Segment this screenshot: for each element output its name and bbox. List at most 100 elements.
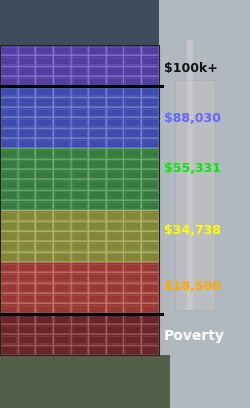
Bar bbox=[1, 295, 16, 302]
Bar bbox=[124, 180, 140, 188]
Bar bbox=[142, 233, 158, 240]
Bar bbox=[72, 171, 87, 178]
Bar bbox=[71, 222, 88, 230]
Bar bbox=[1, 98, 17, 106]
Bar bbox=[18, 273, 34, 282]
Bar bbox=[142, 57, 158, 64]
Bar bbox=[89, 346, 105, 354]
Bar bbox=[72, 212, 87, 219]
Bar bbox=[36, 242, 52, 251]
Bar bbox=[19, 181, 34, 188]
Bar bbox=[125, 253, 140, 260]
Bar bbox=[107, 253, 123, 261]
Bar bbox=[1, 253, 17, 261]
Bar bbox=[18, 284, 34, 292]
Bar bbox=[36, 191, 52, 199]
Bar bbox=[71, 170, 88, 178]
Bar bbox=[124, 191, 140, 199]
Bar bbox=[142, 305, 158, 312]
Bar bbox=[107, 67, 123, 75]
Bar bbox=[72, 274, 87, 281]
Bar bbox=[72, 109, 87, 116]
Text: Poverty: Poverty bbox=[164, 329, 224, 343]
Bar bbox=[142, 284, 158, 291]
Bar bbox=[1, 181, 16, 188]
Bar bbox=[54, 47, 69, 54]
Bar bbox=[90, 109, 105, 116]
Bar bbox=[71, 325, 88, 333]
Bar bbox=[0, 148, 159, 210]
Text: $55,331: $55,331 bbox=[164, 162, 221, 175]
Bar bbox=[125, 212, 140, 219]
Bar bbox=[142, 242, 158, 251]
Bar bbox=[124, 201, 140, 209]
Bar bbox=[89, 77, 105, 85]
Bar bbox=[90, 212, 105, 219]
Bar bbox=[54, 170, 70, 178]
Bar bbox=[19, 119, 34, 126]
Bar bbox=[142, 304, 158, 313]
Bar bbox=[125, 129, 140, 137]
Bar bbox=[1, 98, 16, 106]
Bar bbox=[142, 315, 158, 322]
Bar bbox=[71, 263, 88, 271]
Bar bbox=[1, 264, 16, 271]
Bar bbox=[19, 346, 34, 353]
Bar bbox=[142, 150, 158, 157]
Bar bbox=[90, 88, 105, 95]
Bar bbox=[125, 160, 140, 168]
Bar bbox=[1, 315, 16, 322]
Bar bbox=[107, 304, 123, 313]
Bar bbox=[1, 211, 17, 220]
Bar bbox=[54, 346, 70, 354]
Bar bbox=[54, 295, 69, 302]
Bar bbox=[89, 232, 105, 240]
Bar bbox=[54, 191, 70, 199]
Bar bbox=[19, 109, 34, 116]
Bar bbox=[71, 98, 88, 106]
Bar bbox=[18, 211, 34, 220]
Bar bbox=[107, 274, 122, 281]
Bar bbox=[18, 139, 34, 147]
Bar bbox=[125, 264, 140, 271]
Bar bbox=[142, 46, 158, 54]
Bar bbox=[19, 98, 34, 106]
Bar bbox=[54, 160, 69, 168]
Bar bbox=[125, 295, 140, 302]
Bar bbox=[71, 67, 88, 75]
Bar bbox=[18, 191, 34, 199]
Bar bbox=[89, 67, 105, 75]
Bar bbox=[36, 139, 52, 147]
Bar bbox=[36, 284, 52, 292]
Bar bbox=[142, 211, 158, 220]
Bar bbox=[72, 264, 87, 271]
Bar bbox=[142, 222, 158, 229]
Bar bbox=[36, 87, 52, 95]
Bar bbox=[107, 242, 123, 251]
Bar bbox=[54, 315, 69, 322]
Bar bbox=[54, 294, 70, 302]
Bar bbox=[107, 315, 123, 323]
Bar bbox=[107, 305, 122, 312]
Bar bbox=[142, 294, 158, 302]
Bar bbox=[142, 149, 158, 157]
Bar bbox=[36, 56, 52, 64]
Bar bbox=[72, 181, 87, 188]
Bar bbox=[72, 119, 87, 126]
Bar bbox=[107, 212, 122, 219]
Bar bbox=[36, 284, 52, 291]
Bar bbox=[36, 170, 52, 178]
Bar bbox=[124, 335, 140, 344]
Bar bbox=[90, 253, 105, 260]
Bar bbox=[1, 273, 17, 282]
Bar bbox=[36, 108, 52, 116]
Bar bbox=[90, 150, 105, 157]
Bar bbox=[107, 294, 123, 302]
Bar bbox=[54, 171, 69, 178]
Bar bbox=[107, 264, 122, 271]
Bar bbox=[18, 160, 34, 168]
Text: $100k+: $100k+ bbox=[164, 62, 218, 75]
Bar bbox=[71, 77, 88, 85]
Bar bbox=[72, 88, 87, 95]
Bar bbox=[54, 274, 69, 281]
